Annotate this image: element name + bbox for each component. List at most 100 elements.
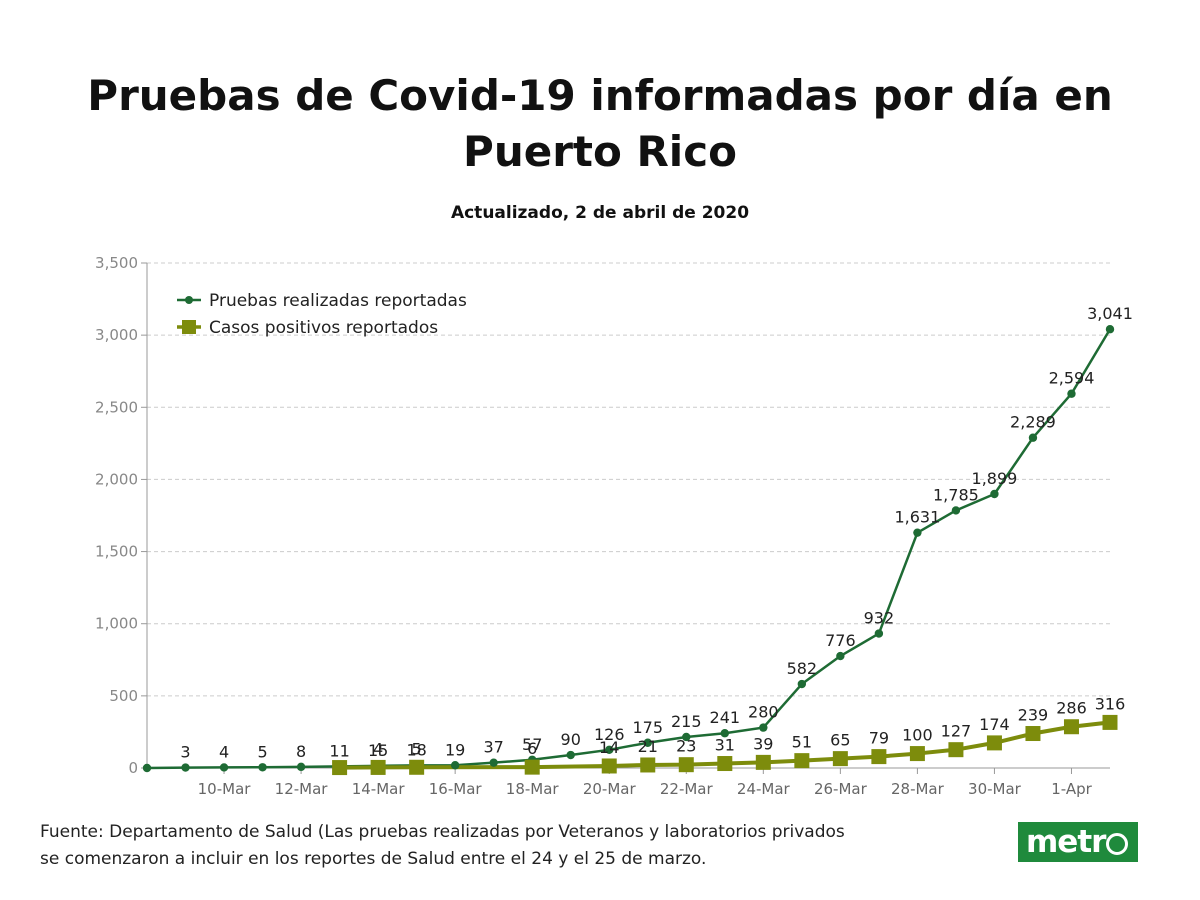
- data-label-pruebas: 1,785: [933, 485, 979, 504]
- data-point-pruebas: [797, 679, 807, 689]
- y-tick-label: 500: [109, 687, 138, 705]
- data-label-pruebas: 57: [522, 735, 542, 754]
- data-point-pruebas: [566, 750, 575, 760]
- data-point-pruebas: [142, 763, 152, 773]
- y-tick-label: 2,500: [95, 398, 138, 416]
- data-label-positivos: 65: [830, 731, 850, 750]
- metro-logo: metr: [1018, 822, 1138, 862]
- data-label-pruebas: 776: [825, 631, 856, 650]
- data-label-pruebas: 5: [257, 742, 267, 761]
- data-point-positivos: [524, 759, 540, 775]
- x-tick-label: 20-Mar: [583, 780, 637, 798]
- data-label-pruebas: 4: [219, 742, 229, 761]
- data-point-pruebas: [605, 745, 614, 755]
- x-tick-label: 12-Mar: [275, 780, 329, 798]
- chart-subtitle: Actualizado, 2 de abril de 2020: [450, 203, 750, 223]
- x-tick-label: 16-Mar: [429, 780, 483, 798]
- source-line2: se comenzaron a incluir en los reportes …: [40, 849, 707, 869]
- legend-label: Pruebas realizadas reportadas: [209, 291, 467, 311]
- legend-marker-pruebas: [185, 296, 193, 304]
- chart-title-line1: Pruebas de Covid-19 informadas por día e…: [87, 71, 1113, 120]
- data-label-pruebas: 175: [632, 718, 663, 737]
- data-point-pruebas: [181, 763, 190, 772]
- data-point-pruebas: [874, 629, 884, 638]
- data-label-pruebas: 241: [710, 708, 741, 727]
- data-point-positivos: [755, 754, 771, 770]
- data-point-positivos: [871, 749, 887, 765]
- data-label-positivos: 14: [599, 738, 619, 757]
- data-point-positivos: [1102, 714, 1118, 730]
- data-label-pruebas: 582: [787, 659, 818, 678]
- data-label-pruebas: 932: [864, 609, 895, 628]
- data-label-positivos: 6: [527, 739, 537, 758]
- y-tick-label: 1,500: [95, 543, 138, 561]
- globe-icon: [1106, 833, 1129, 855]
- data-label-pruebas: 280: [748, 703, 779, 722]
- data-label-positivos: 23: [676, 737, 696, 756]
- data-label-positivos: 51: [792, 733, 812, 752]
- metro-logo-text: metr: [1026, 824, 1106, 860]
- x-tick-label: 14-Mar: [352, 780, 406, 798]
- data-point-positivos: [948, 742, 964, 758]
- data-label-positivos: 79: [869, 729, 889, 748]
- data-point-pruebas: [990, 489, 999, 499]
- x-tick-label: 10-Mar: [198, 780, 252, 798]
- data-point-positivos: [1063, 719, 1079, 735]
- data-label-pruebas: 3,041: [1087, 304, 1133, 323]
- data-label-pruebas: 126: [594, 725, 625, 744]
- x-tick-label: 22-Mar: [660, 780, 714, 798]
- data-point-pruebas: [720, 729, 729, 738]
- data-point-pruebas: [682, 732, 691, 742]
- x-tick-label: 24-Mar: [737, 780, 791, 798]
- data-point-positivos: [832, 751, 848, 767]
- x-tick-label: 18-Mar: [506, 780, 560, 798]
- data-point-positivos: [409, 759, 425, 775]
- data-label-pruebas: 15: [368, 741, 388, 760]
- data-label-pruebas: 90: [561, 730, 581, 749]
- series-line-pruebas: [146, 328, 1112, 770]
- data-label-positivos: 31: [715, 736, 735, 755]
- data-point-positivos: [794, 753, 810, 769]
- y-tick-label: 0: [128, 759, 138, 777]
- data-point-pruebas: [836, 651, 845, 661]
- data-label-pruebas: 2,289: [1010, 413, 1056, 432]
- chart-title: Pruebas de Covid-19 informadas por día e…: [0, 68, 1200, 180]
- data-label-pruebas: 3: [180, 743, 190, 762]
- data-point-positivos: [640, 757, 656, 773]
- data-label-positivos: 39: [753, 734, 773, 753]
- x-tick-label: 28-Mar: [891, 780, 945, 798]
- source-note: Fuente: Departamento de Salud (Las prueb…: [40, 819, 845, 873]
- data-point-positivos: [370, 759, 386, 775]
- data-point-pruebas: [1105, 325, 1115, 334]
- legend-marker-positivos: [182, 320, 196, 334]
- data-label-pruebas: 8: [296, 742, 306, 761]
- data-label-pruebas: 19: [445, 740, 465, 759]
- data-label-positivos: 286: [1056, 699, 1087, 718]
- x-tick-label: 30-Mar: [968, 780, 1022, 798]
- data-point-pruebas: [913, 528, 922, 537]
- data-point-positivos: [909, 746, 925, 762]
- data-point-positivos: [332, 760, 348, 776]
- data-label-positivos: 174: [979, 715, 1010, 734]
- data-point-pruebas: [258, 763, 267, 772]
- y-tick-label: 3,000: [95, 326, 138, 344]
- data-label-positivos: 100: [902, 726, 933, 745]
- data-label-positivos: 21: [638, 737, 658, 756]
- data-label-pruebas: 18: [406, 740, 426, 759]
- data-point-pruebas: [489, 758, 498, 767]
- x-tick-label: 1-Apr: [1051, 780, 1092, 798]
- data-point-pruebas: [1067, 389, 1076, 398]
- legend-label: Casos positivos reportados: [209, 318, 438, 338]
- y-tick-label: 1,000: [95, 615, 138, 633]
- data-label-pruebas: 2,594: [1049, 369, 1095, 388]
- data-point-pruebas: [450, 761, 460, 770]
- data-point-pruebas: [1028, 433, 1038, 442]
- source-line1: Fuente: Departamento de Salud (Las prueb…: [40, 822, 845, 842]
- data-point-positivos: [986, 735, 1002, 751]
- data-label-positivos: 4: [373, 739, 383, 758]
- data-label-positivos: 239: [1018, 706, 1049, 725]
- data-label-pruebas: 37: [484, 738, 504, 757]
- data-label-positivos: 127: [941, 722, 972, 741]
- y-tick-label: 3,500: [95, 254, 138, 272]
